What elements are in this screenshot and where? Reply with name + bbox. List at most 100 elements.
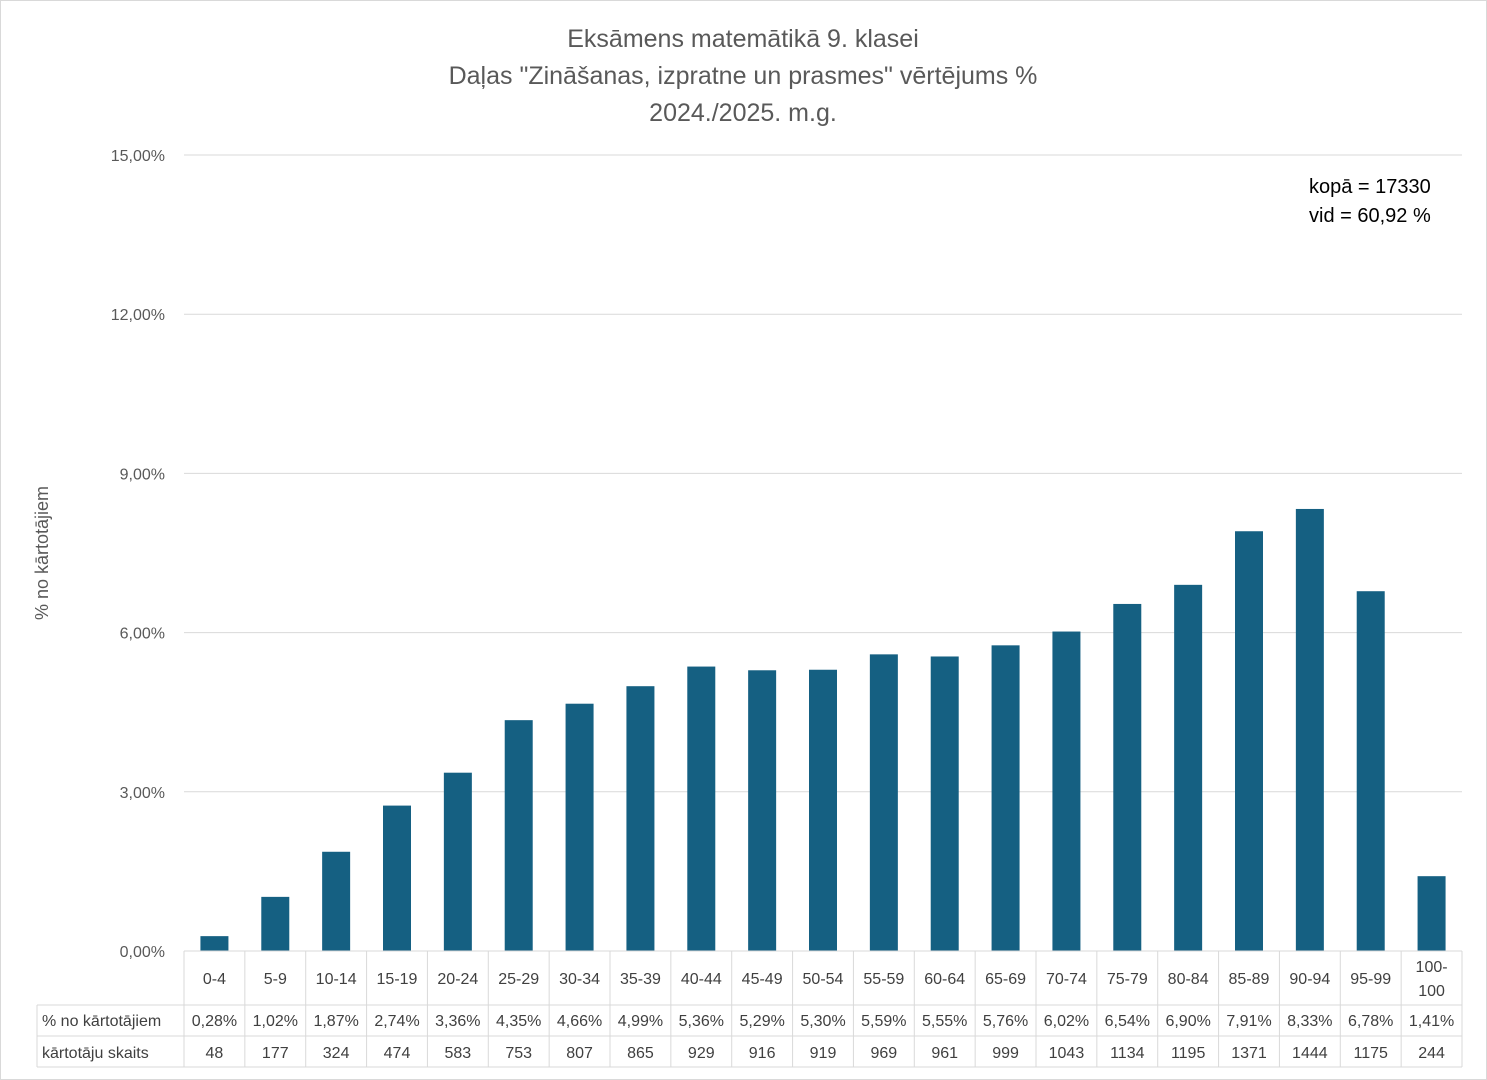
bar-30-34 bbox=[565, 703, 594, 951]
bar-0-4 bbox=[200, 936, 229, 951]
y-tick-label: 9,00% bbox=[120, 466, 165, 483]
chart-title-line: 2024./2025. m.g. bbox=[649, 99, 837, 127]
table-row-label: kārtotāju skaits bbox=[42, 1045, 149, 1062]
table-cell: 2,74% bbox=[374, 1013, 419, 1030]
x-tick-label: 70-74 bbox=[1046, 971, 1087, 988]
table-cell: 1,02% bbox=[253, 1013, 298, 1030]
x-tick-label: 50-54 bbox=[803, 971, 844, 988]
bar-90-94 bbox=[1295, 508, 1324, 951]
total-annotation: kopā = 17330 bbox=[1309, 176, 1431, 198]
x-tick-label: 95-99 bbox=[1350, 971, 1391, 988]
table-row-label: % no kārtotājiem bbox=[42, 1013, 161, 1030]
x-tick-label: 30-34 bbox=[559, 971, 600, 988]
table-cell: 324 bbox=[323, 1045, 350, 1062]
table-cell: 5,36% bbox=[679, 1013, 724, 1030]
x-tick-label: 5-9 bbox=[264, 971, 287, 988]
bar-100-100 bbox=[1417, 876, 1446, 951]
bar-95-99 bbox=[1356, 591, 1385, 951]
bar-55-59 bbox=[869, 654, 898, 951]
x-tick-label: 80-84 bbox=[1168, 971, 1209, 988]
table-cell: 969 bbox=[871, 1045, 898, 1062]
table-cell: 1371 bbox=[1231, 1045, 1267, 1062]
table-cell: 807 bbox=[566, 1045, 593, 1062]
x-tick-label: 15-19 bbox=[377, 971, 418, 988]
table-cell: 244 bbox=[1418, 1045, 1445, 1062]
x-tick-label: 20-24 bbox=[437, 971, 478, 988]
table-cell: 5,59% bbox=[861, 1013, 906, 1030]
table-cell: 916 bbox=[749, 1045, 776, 1062]
x-tick-label: 85-89 bbox=[1229, 971, 1270, 988]
bar-70-74 bbox=[1052, 631, 1081, 951]
table-cell: 8,33% bbox=[1287, 1013, 1332, 1030]
bar-5-9 bbox=[261, 896, 290, 951]
table-cell: 474 bbox=[384, 1045, 411, 1062]
table-cell: 3,36% bbox=[435, 1013, 480, 1030]
table-cell: 999 bbox=[992, 1045, 1019, 1062]
x-tick-label: 40-44 bbox=[681, 971, 722, 988]
bar-10-14 bbox=[322, 851, 351, 951]
bar-60-64 bbox=[930, 656, 959, 951]
x-tick-label: 100 bbox=[1418, 983, 1445, 1000]
chart-title-line: Eksāmens matemātikā 9. klasei bbox=[567, 25, 919, 53]
x-tick-label: 0-4 bbox=[203, 971, 226, 988]
bar-50-54 bbox=[809, 669, 837, 951]
table-cell: 1444 bbox=[1292, 1045, 1328, 1062]
table-cell: 1195 bbox=[1171, 1045, 1206, 1062]
table-cell: 1043 bbox=[1049, 1045, 1085, 1062]
table-cell: 865 bbox=[627, 1045, 654, 1062]
table-cell: 6,78% bbox=[1348, 1013, 1393, 1030]
table-cell: 583 bbox=[445, 1045, 472, 1062]
table-cell: 48 bbox=[206, 1045, 224, 1062]
table-cell: 5,76% bbox=[983, 1013, 1028, 1030]
bar-75-79 bbox=[1113, 603, 1142, 951]
chart-title-line: Daļas "Zināšanas, izpratne un prasmes" v… bbox=[449, 62, 1038, 90]
table-cell: 6,02% bbox=[1044, 1013, 1089, 1030]
table-cell: 1134 bbox=[1110, 1045, 1145, 1062]
x-tick-label: 45-49 bbox=[742, 971, 783, 988]
table-cell: 7,91% bbox=[1226, 1013, 1271, 1030]
bar-15-19 bbox=[383, 805, 411, 951]
table-cell: 5,30% bbox=[800, 1013, 845, 1030]
table-cell: 177 bbox=[262, 1045, 289, 1062]
mean-annotation: vid = 60,92 % bbox=[1309, 205, 1431, 227]
table-cell: 919 bbox=[810, 1045, 837, 1062]
x-tick-label: 25-29 bbox=[498, 971, 539, 988]
y-tick-label: 6,00% bbox=[120, 626, 165, 643]
table-cell: 0,28% bbox=[192, 1013, 237, 1030]
bar-35-39 bbox=[626, 686, 655, 951]
x-tick-label: 35-39 bbox=[620, 971, 661, 988]
x-tick-label: 60-64 bbox=[924, 971, 965, 988]
x-tick-label: 90-94 bbox=[1289, 971, 1330, 988]
bar-45-49 bbox=[748, 670, 777, 951]
table-cell: 5,29% bbox=[739, 1013, 784, 1030]
table-cell: 1,87% bbox=[313, 1013, 358, 1030]
y-tick-label: 12,00% bbox=[111, 307, 165, 324]
table-cell: 961 bbox=[931, 1045, 958, 1062]
y-tick-label: 0,00% bbox=[120, 944, 165, 961]
bar-85-89 bbox=[1235, 531, 1263, 951]
bar-25-29 bbox=[504, 720, 533, 951]
x-tick-label: 55-59 bbox=[863, 971, 904, 988]
x-tick-label: 100- bbox=[1416, 959, 1448, 976]
bar-40-44 bbox=[687, 666, 716, 951]
bar-20-24 bbox=[443, 772, 472, 951]
y-tick-label: 3,00% bbox=[120, 785, 165, 802]
table-cell: 6,90% bbox=[1165, 1013, 1210, 1030]
table-cell: 753 bbox=[505, 1045, 532, 1062]
table-cell: 4,99% bbox=[618, 1013, 663, 1030]
table-cell: 929 bbox=[688, 1045, 715, 1062]
y-tick-label: 15,00% bbox=[111, 148, 165, 165]
y-axis-label: % no kārtotājiem bbox=[32, 486, 52, 620]
table-cell: 6,54% bbox=[1105, 1013, 1150, 1030]
table-cell: 4,35% bbox=[496, 1013, 541, 1030]
bar-65-69 bbox=[991, 645, 1020, 951]
table-cell: 1,41% bbox=[1409, 1013, 1454, 1030]
bar-80-84 bbox=[1174, 584, 1203, 951]
table-cell: 4,66% bbox=[557, 1013, 602, 1030]
table-cell: 5,55% bbox=[922, 1013, 967, 1030]
x-tick-label: 10-14 bbox=[316, 971, 357, 988]
table-cell: 1175 bbox=[1354, 1045, 1389, 1062]
x-tick-label: 65-69 bbox=[985, 971, 1026, 988]
x-tick-label: 75-79 bbox=[1107, 971, 1148, 988]
